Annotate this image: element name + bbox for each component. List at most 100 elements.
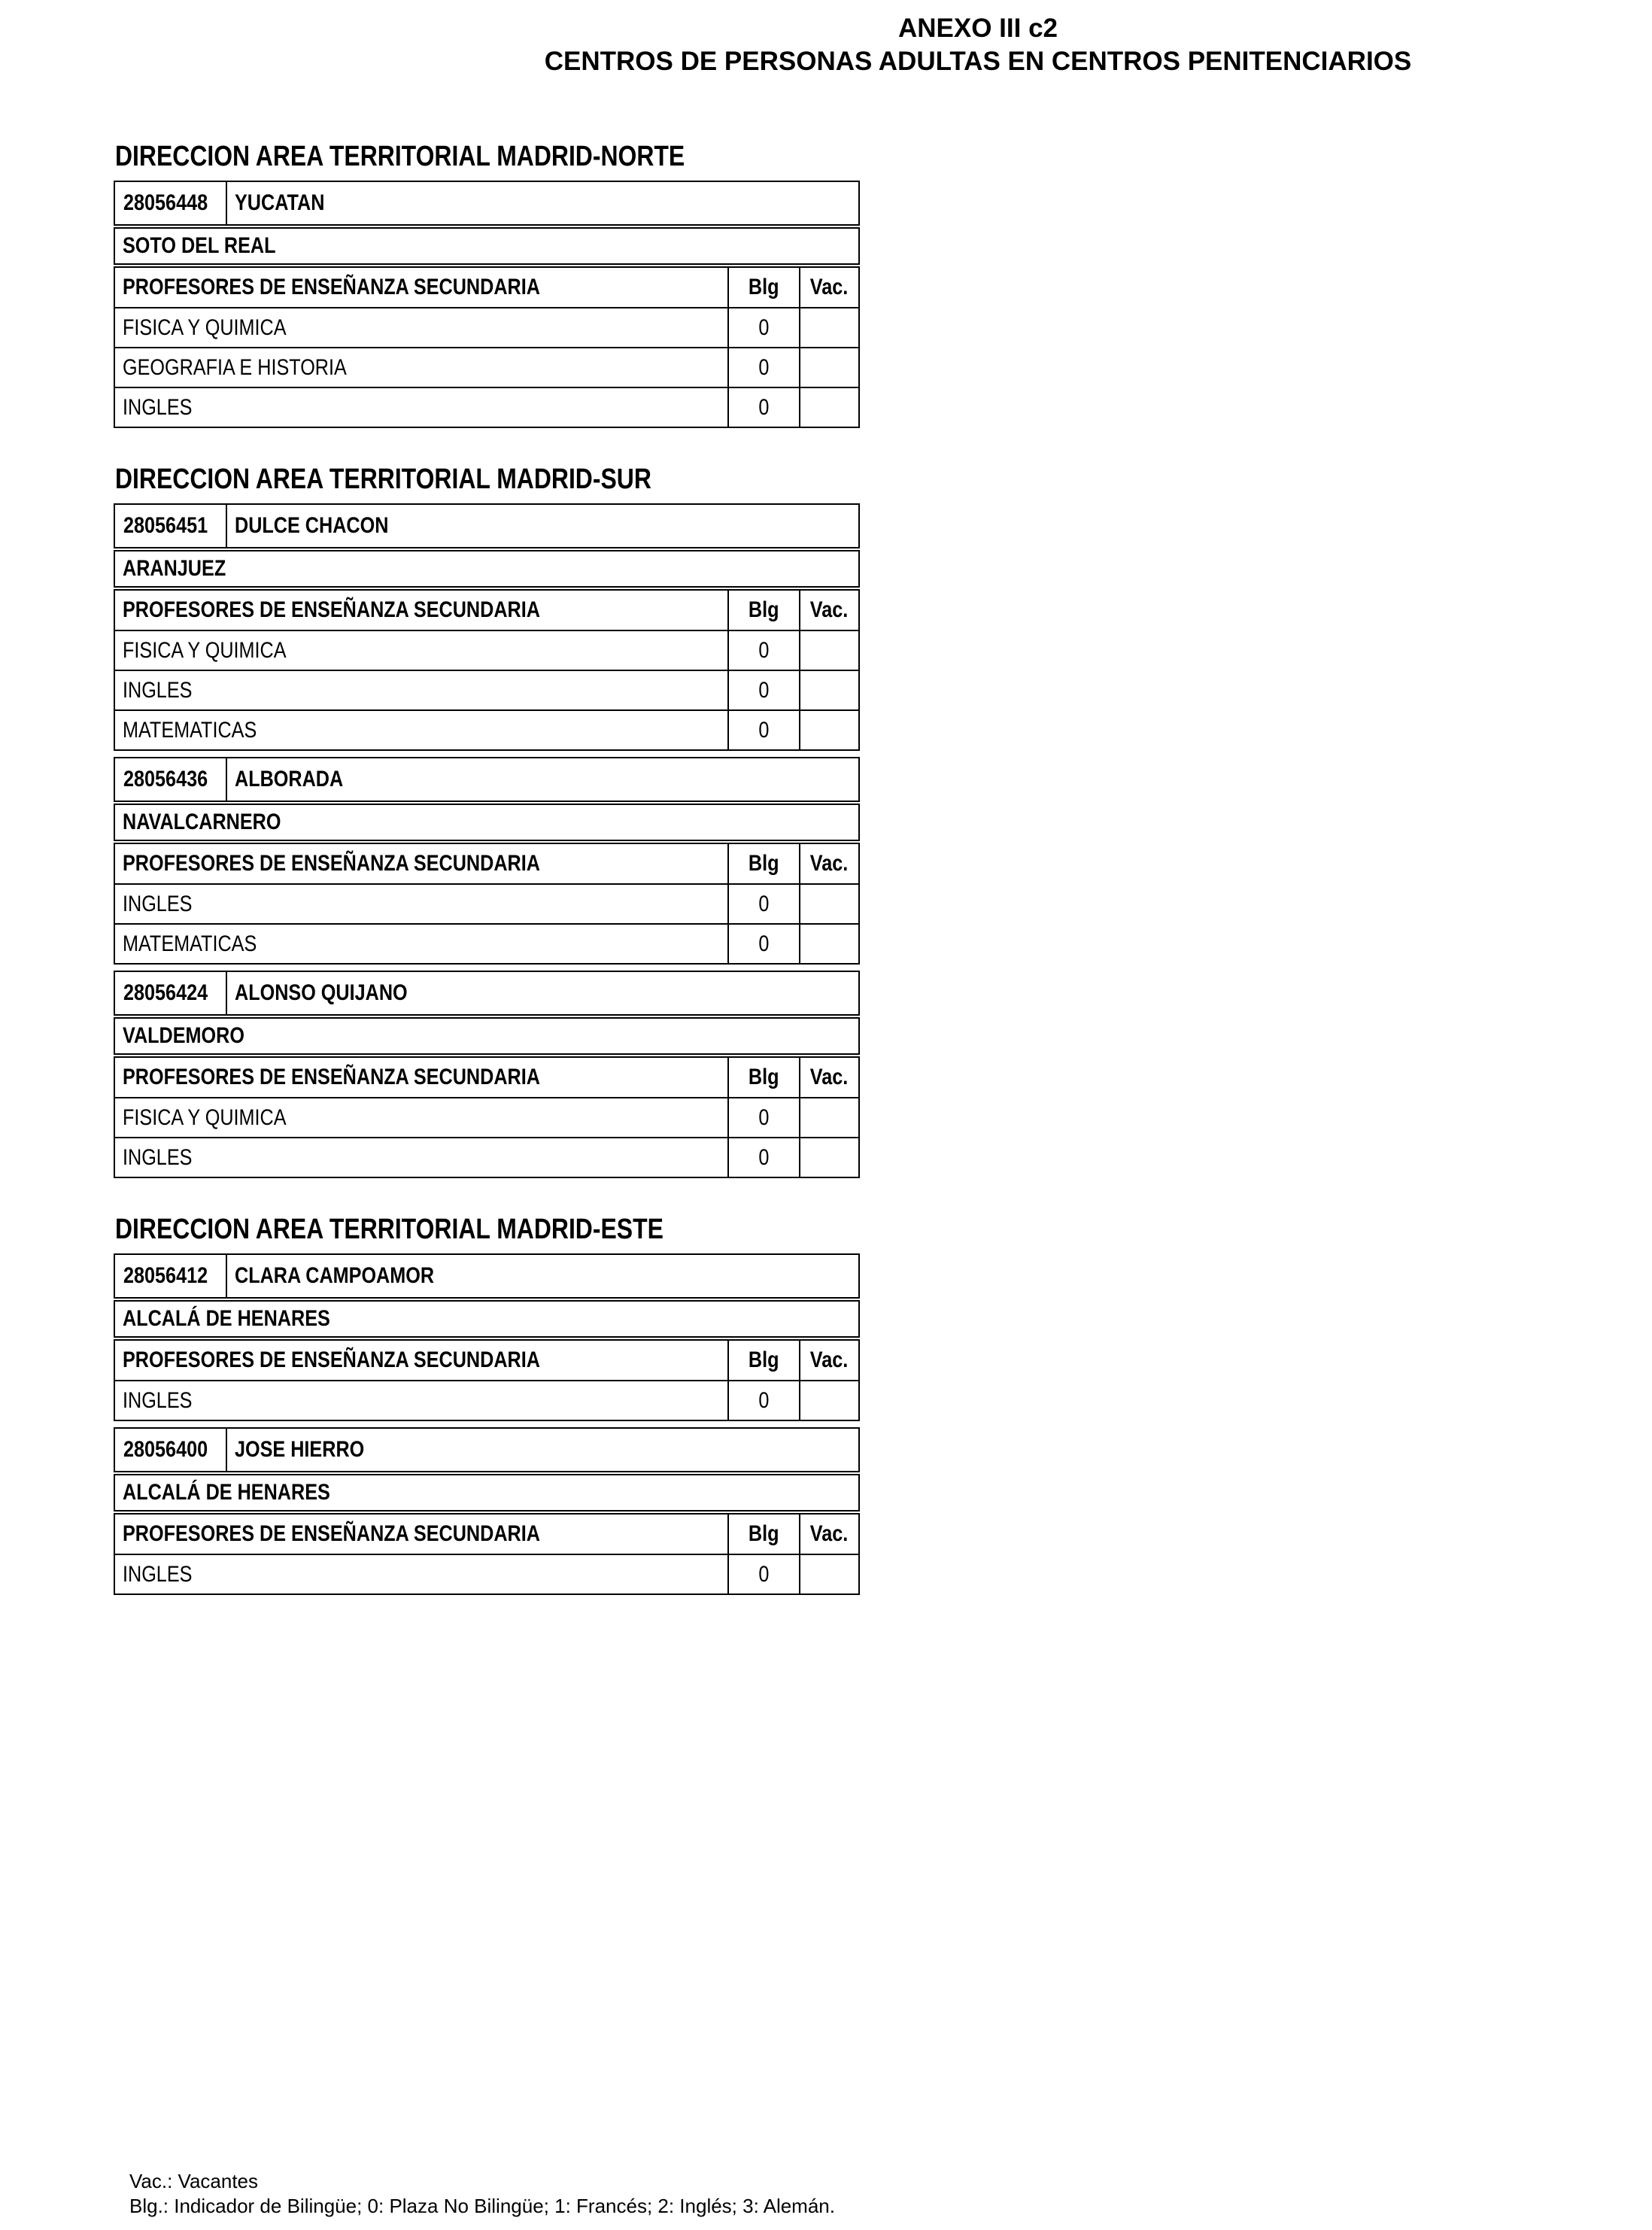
specialty-name-cell: INGLES bbox=[115, 671, 727, 709]
specialty-name-cell: INGLES bbox=[115, 1138, 727, 1177]
column-header-vac: Vac. bbox=[799, 844, 858, 883]
specialty-row: MATEMATICAS 0 bbox=[115, 923, 858, 963]
specialty-name-cell: MATEMATICAS bbox=[115, 711, 727, 749]
column-header-vac: Vac. bbox=[799, 591, 858, 630]
column-header-vac: Vac. bbox=[799, 1058, 858, 1097]
specialty-name: GEOGRAFIA E HISTORIA bbox=[123, 354, 347, 380]
specialty-name-cell: FISICA Y QUIMICA bbox=[115, 308, 727, 347]
specialty-blg-cell: 0 bbox=[727, 1138, 799, 1177]
legend-blg: Blg.: Indicador de Bilingüe; 0: Plaza No… bbox=[129, 2195, 835, 2217]
legend-vac: Vac.: Vacantes bbox=[129, 2170, 259, 2192]
specialties-header-label: PROFESORES DE ENSEÑANZA SECUNDARIA bbox=[123, 1347, 540, 1372]
specialty-name: INGLES bbox=[123, 1561, 193, 1587]
specialty-vac-cell bbox=[799, 308, 858, 347]
center-name: YUCATAN bbox=[235, 190, 325, 215]
center-block: 28056400 JOSE HIERRO ALCALÁ DE HENARES P… bbox=[114, 1427, 860, 1595]
center-name: CLARA CAMPOAMOR bbox=[235, 1263, 435, 1288]
center-code: 28056451 bbox=[123, 513, 208, 538]
center-code-cell: 28056400 bbox=[115, 1429, 227, 1471]
specialties-table: PROFESORES DE ENSEÑANZA SECUNDARIA Blg V… bbox=[114, 266, 860, 428]
specialties-header-cell: PROFESORES DE ENSEÑANZA SECUNDARIA bbox=[115, 1341, 727, 1380]
specialty-name-cell: FISICA Y QUIMICA bbox=[115, 1098, 727, 1137]
specialty-blg-cell: 0 bbox=[727, 1555, 799, 1594]
section-heading-text: DIRECCION AREA TERRITORIAL MADRID-NORTE bbox=[115, 141, 685, 172]
column-header-blg: Blg bbox=[727, 1341, 799, 1380]
center-code: 28056448 bbox=[123, 190, 208, 215]
center-locality-row: NAVALCARNERO bbox=[114, 804, 860, 841]
specialty-blg-cell: 0 bbox=[727, 1381, 799, 1420]
specialty-row: GEOGRAFIA E HISTORIA 0 bbox=[115, 347, 858, 387]
center-code: 28056412 bbox=[123, 1263, 208, 1288]
specialty-blg-cell: 0 bbox=[727, 348, 799, 387]
column-header-vac-label: Vac. bbox=[810, 275, 849, 299]
specialty-blg-value: 0 bbox=[758, 1561, 770, 1587]
section-madrid-sur: DIRECCION AREA TERRITORIAL MADRID-SUR 28… bbox=[114, 463, 860, 1178]
column-header-vac: Vac. bbox=[799, 1341, 858, 1380]
specialties-header-cell: PROFESORES DE ENSEÑANZA SECUNDARIA bbox=[115, 844, 727, 883]
center-code-cell: 28056451 bbox=[115, 505, 227, 547]
specialty-vac-cell bbox=[799, 671, 858, 709]
specialty-vac-cell bbox=[799, 348, 858, 387]
center-code: 28056436 bbox=[123, 767, 208, 791]
section-heading: DIRECCION AREA TERRITORIAL MADRID-NORTE bbox=[114, 140, 860, 173]
center-locality-row: SOTO DEL REAL bbox=[114, 227, 860, 265]
column-header-blg: Blg bbox=[727, 1058, 799, 1097]
center-locality-row: ALCALÁ DE HENARES bbox=[114, 1474, 860, 1511]
center-code: 28056424 bbox=[123, 980, 208, 1005]
specialty-name: INGLES bbox=[123, 394, 193, 420]
center-name-cell: CLARA CAMPOAMOR bbox=[227, 1263, 858, 1289]
center-code-row: 28056400 JOSE HIERRO bbox=[114, 1427, 860, 1472]
column-header-blg-label: Blg bbox=[749, 1521, 779, 1546]
specialty-row: INGLES 0 bbox=[115, 1554, 858, 1594]
document-title: ANEXO III c2 CENTROS DE PERSONAS ADULTAS… bbox=[304, 12, 1652, 78]
center-locality-row: ARANJUEZ bbox=[114, 550, 860, 588]
column-header-blg: Blg bbox=[727, 268, 799, 307]
specialty-name-cell: MATEMATICAS bbox=[115, 925, 727, 963]
center-code-row: 28056412 CLARA CAMPOAMOR bbox=[114, 1253, 860, 1299]
column-header-vac-label: Vac. bbox=[810, 597, 849, 622]
specialties-header-row: PROFESORES DE ENSEÑANZA SECUNDARIA Blg V… bbox=[115, 1058, 858, 1097]
specialty-blg-cell: 0 bbox=[727, 388, 799, 427]
specialties-header-label: PROFESORES DE ENSEÑANZA SECUNDARIA bbox=[123, 1065, 540, 1089]
column-header-blg-label: Blg bbox=[749, 597, 779, 622]
column-header-vac-label: Vac. bbox=[810, 1521, 849, 1546]
specialty-row: INGLES 0 bbox=[115, 883, 858, 923]
specialties-header-cell: PROFESORES DE ENSEÑANZA SECUNDARIA bbox=[115, 268, 727, 307]
specialty-blg-cell: 0 bbox=[727, 711, 799, 749]
specialty-row: FISICA Y QUIMICA 0 bbox=[115, 630, 858, 670]
column-header-vac-label: Vac. bbox=[810, 1347, 849, 1372]
center-name: ALONSO QUIJANO bbox=[235, 980, 408, 1005]
column-header-blg-label: Blg bbox=[749, 851, 779, 876]
specialty-blg-value: 0 bbox=[758, 1387, 770, 1413]
specialty-blg-value: 0 bbox=[758, 637, 770, 663]
specialties-table: PROFESORES DE ENSEÑANZA SECUNDARIA Blg V… bbox=[114, 1339, 860, 1421]
center-name: DULCE CHACON bbox=[235, 513, 389, 538]
specialty-name: FISICA Y QUIMICA bbox=[123, 1104, 287, 1130]
center-locality: NAVALCARNERO bbox=[123, 810, 281, 834]
specialty-name-cell: GEOGRAFIA E HISTORIA bbox=[115, 348, 727, 387]
center-name-cell: ALBORADA bbox=[227, 767, 858, 792]
specialty-name-cell: INGLES bbox=[115, 1381, 727, 1420]
specialty-blg-value: 0 bbox=[758, 1104, 770, 1130]
center-locality: SOTO DEL REAL bbox=[123, 233, 276, 258]
specialty-row: MATEMATICAS 0 bbox=[115, 709, 858, 749]
specialties-header-cell: PROFESORES DE ENSEÑANZA SECUNDARIA bbox=[115, 591, 727, 630]
center-name-cell: YUCATAN bbox=[227, 190, 858, 216]
center-name-cell: DULCE CHACON bbox=[227, 513, 858, 539]
column-header-blg: Blg bbox=[727, 1515, 799, 1554]
center-code-cell: 28056424 bbox=[115, 972, 227, 1014]
specialties-table: PROFESORES DE ENSEÑANZA SECUNDARIA Blg V… bbox=[114, 1056, 860, 1178]
center-locality-row: ALCALÁ DE HENARES bbox=[114, 1300, 860, 1338]
specialties-header-row: PROFESORES DE ENSEÑANZA SECUNDARIA Blg V… bbox=[115, 591, 858, 630]
specialty-name-cell: FISICA Y QUIMICA bbox=[115, 631, 727, 670]
specialties-header-row: PROFESORES DE ENSEÑANZA SECUNDARIA Blg V… bbox=[115, 1341, 858, 1380]
center-block: 28056448 YUCATAN SOTO DEL REAL PROFESORE… bbox=[114, 181, 860, 428]
specialty-row: FISICA Y QUIMICA 0 bbox=[115, 307, 858, 347]
specialties-header-cell: PROFESORES DE ENSEÑANZA SECUNDARIA bbox=[115, 1515, 727, 1554]
specialty-vac-cell bbox=[799, 711, 858, 749]
column-header-vac: Vac. bbox=[799, 1515, 858, 1554]
specialty-name: FISICA Y QUIMICA bbox=[123, 637, 287, 663]
specialty-blg-cell: 0 bbox=[727, 631, 799, 670]
column-header-blg-label: Blg bbox=[749, 275, 779, 299]
specialty-blg-value: 0 bbox=[758, 891, 770, 916]
